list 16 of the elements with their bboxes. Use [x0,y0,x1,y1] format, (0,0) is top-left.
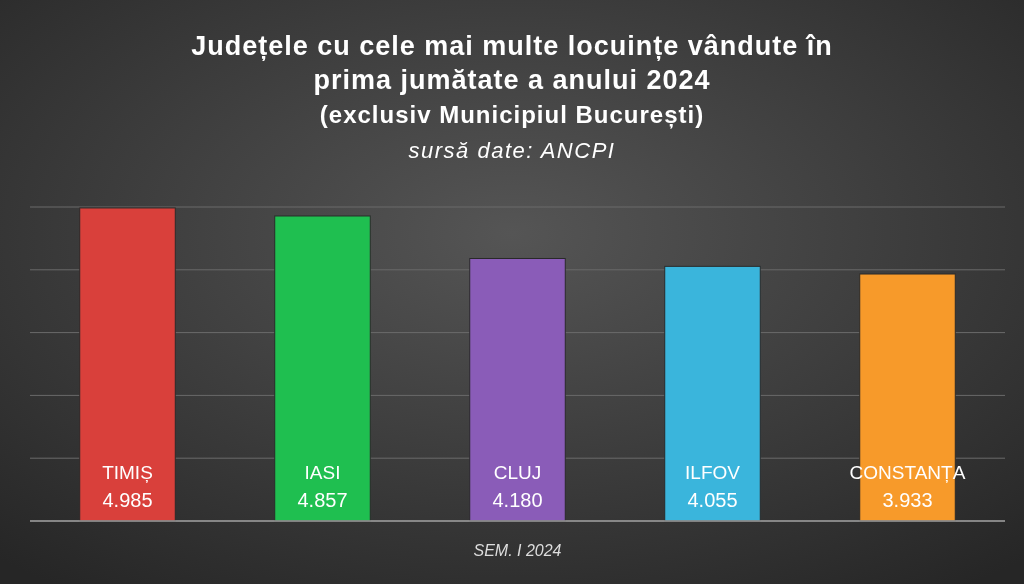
data-label: 3.933 [882,489,933,511]
data-label: 4.055 [687,489,738,511]
bar [664,265,761,522]
bar [274,215,371,522]
chart-subtitle: sursă date: ANCPI [408,138,616,163]
x-tick-label: CLUJ [493,462,542,483]
x-tick-label: IASI [304,462,341,483]
data-label: 4.985 [102,489,153,511]
x-tick-label: ILFOV [685,462,741,483]
data-label: 4.180 [492,489,543,511]
chart-title: Județele cu cele mai multe locuințe vândute în prima jumătate a anului 2024 (exclusiv Municipiul București) [191,31,833,129]
x-tick-label: TIMIȘ [102,462,153,483]
data-label: 4.857 [297,489,348,511]
bar [79,207,176,522]
bar [469,258,566,522]
x-axis-title: SEM. I 2024 [473,542,562,559]
